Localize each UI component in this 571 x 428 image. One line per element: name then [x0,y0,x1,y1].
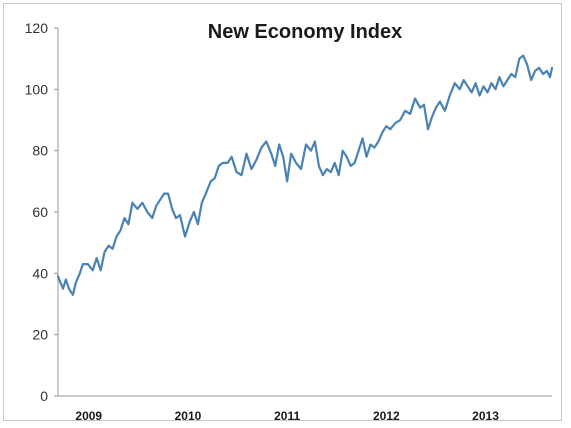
y-tick-label: 120 [25,20,49,36]
x-axis-ticks: 2009 2010 2011 2012 2013 [75,409,499,423]
x-tick-label: 2012 [373,409,400,423]
y-tick-label: 0 [40,388,48,404]
y-tick-label: 100 [25,81,49,97]
x-tick-label: 2013 [472,409,499,423]
y-axis-ticks: 0 20 40 60 80 100 120 [25,20,58,404]
chart-frame [3,3,562,421]
y-tick-label: 60 [32,204,48,220]
series-line [56,54,554,296]
y-tick-label: 80 [32,143,48,159]
x-tick-label: 2009 [75,409,102,423]
x-tick-label: 2011 [274,409,300,423]
y-tick-label: 40 [32,265,48,281]
y-tick-label: 20 [32,327,48,343]
x-tick-label: 2010 [175,409,202,423]
chart-title: New Economy Index [208,21,403,43]
